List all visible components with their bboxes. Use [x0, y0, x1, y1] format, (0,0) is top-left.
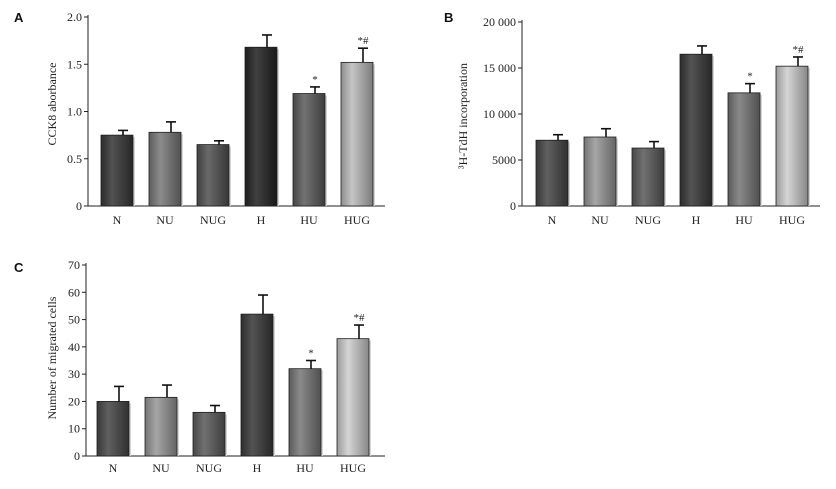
bar-b-h — [679, 53, 713, 207]
significance-label: *# — [358, 35, 370, 47]
panel-label-a: A — [14, 10, 24, 25]
x-category-label: H — [257, 213, 266, 227]
x-category-label: H — [692, 213, 701, 227]
panel-label-b: B — [444, 10, 453, 25]
y-tick-label: 5000 — [492, 153, 516, 167]
bars-c: 0 10 20 30 40 50 60 70 N NU NUG H * HU *# HUG — [68, 258, 385, 475]
y-tick-label: 10 — [68, 422, 80, 436]
y-tick-label: 30 — [68, 367, 80, 381]
y-tick-label: 2.0 — [67, 10, 82, 24]
x-category-label: N — [113, 213, 122, 227]
bar-c-nu — [144, 396, 178, 457]
x-category-label: NU — [591, 213, 609, 227]
x-category-label: NU — [152, 461, 170, 475]
y-tick-label: 0 — [74, 449, 80, 463]
bar-b-hu — [727, 92, 761, 207]
bar-c-hug — [336, 338, 370, 457]
bar-c-nug — [192, 411, 226, 457]
panel-label-c: C — [14, 260, 24, 275]
panel-a: A CCK8 aborbance 0 0.5 1.0 1.5 2.0 N NU NUG H * HU… — [14, 10, 385, 227]
x-category-label: HU — [735, 213, 753, 227]
y-tick-label: 10 000 — [483, 107, 516, 121]
bar-a-hug — [340, 61, 374, 207]
bar-a-hu — [292, 93, 326, 207]
significance-label: * — [308, 348, 314, 360]
significance-label: *# — [793, 44, 805, 56]
significance-label: *# — [354, 312, 366, 324]
y-axis-title-b: ³H-TdH incorporation — [456, 63, 470, 169]
y-tick-label: 0.5 — [67, 152, 82, 166]
x-category-label: N — [109, 461, 118, 475]
y-axis-title-c: Number of migrated cells — [45, 296, 59, 419]
y-tick-label: 1.0 — [67, 105, 82, 119]
bar-c-h — [240, 313, 274, 457]
x-category-label: NUG — [635, 213, 661, 227]
y-tick-label: 40 — [68, 340, 80, 354]
bar-a-nu — [148, 131, 182, 207]
bar-a-h — [244, 46, 278, 207]
bar-c-hu — [288, 368, 322, 457]
bar-b-hug — [775, 65, 809, 207]
y-tick-label: 1.5 — [67, 57, 82, 71]
bar-a-n — [100, 134, 134, 207]
bar-b-nug — [631, 147, 665, 207]
y-tick-label: 60 — [68, 285, 80, 299]
y-tick-label: 70 — [68, 258, 80, 272]
bars-b: 0 5000 10 000 15 000 20 000 N NU NUG H * HU *# HUG — [483, 15, 820, 227]
bar-b-nu — [583, 136, 617, 207]
x-category-label: HUG — [779, 213, 805, 227]
x-category-label: HU — [296, 461, 314, 475]
panel-c: C Number of migrated cells 0 10 20 30 40 50 60… — [14, 258, 385, 475]
y-tick-label: 15 000 — [483, 61, 516, 75]
y-tick-label: 0 — [510, 199, 516, 213]
y-tick-label: 50 — [68, 313, 80, 327]
x-category-label: HU — [300, 213, 318, 227]
panel-b: B ³H-TdH incorporation 0 5000 10 000 15 000… — [444, 10, 820, 227]
bar-b-n — [535, 139, 569, 207]
x-category-label: HUG — [340, 461, 366, 475]
bar-c-n — [96, 401, 130, 457]
x-category-label: N — [548, 213, 557, 227]
x-category-label: H — [253, 461, 262, 475]
x-category-label: NUG — [200, 213, 226, 227]
y-tick-label: 20 — [68, 394, 80, 408]
x-category-label: NUG — [196, 461, 222, 475]
bars-a: 0 0.5 1.0 1.5 2.0 N NU NUG H * HU *# HUG — [67, 10, 385, 227]
significance-label: * — [747, 71, 753, 83]
x-category-label: HUG — [344, 213, 370, 227]
significance-label: * — [312, 74, 318, 86]
y-axis-title-a: CCK8 aborbance — [45, 63, 59, 146]
y-tick-label: 0 — [76, 199, 82, 213]
bar-a-nug — [196, 144, 230, 207]
y-tick-label: 20 000 — [483, 15, 516, 29]
x-category-label: NU — [156, 213, 174, 227]
